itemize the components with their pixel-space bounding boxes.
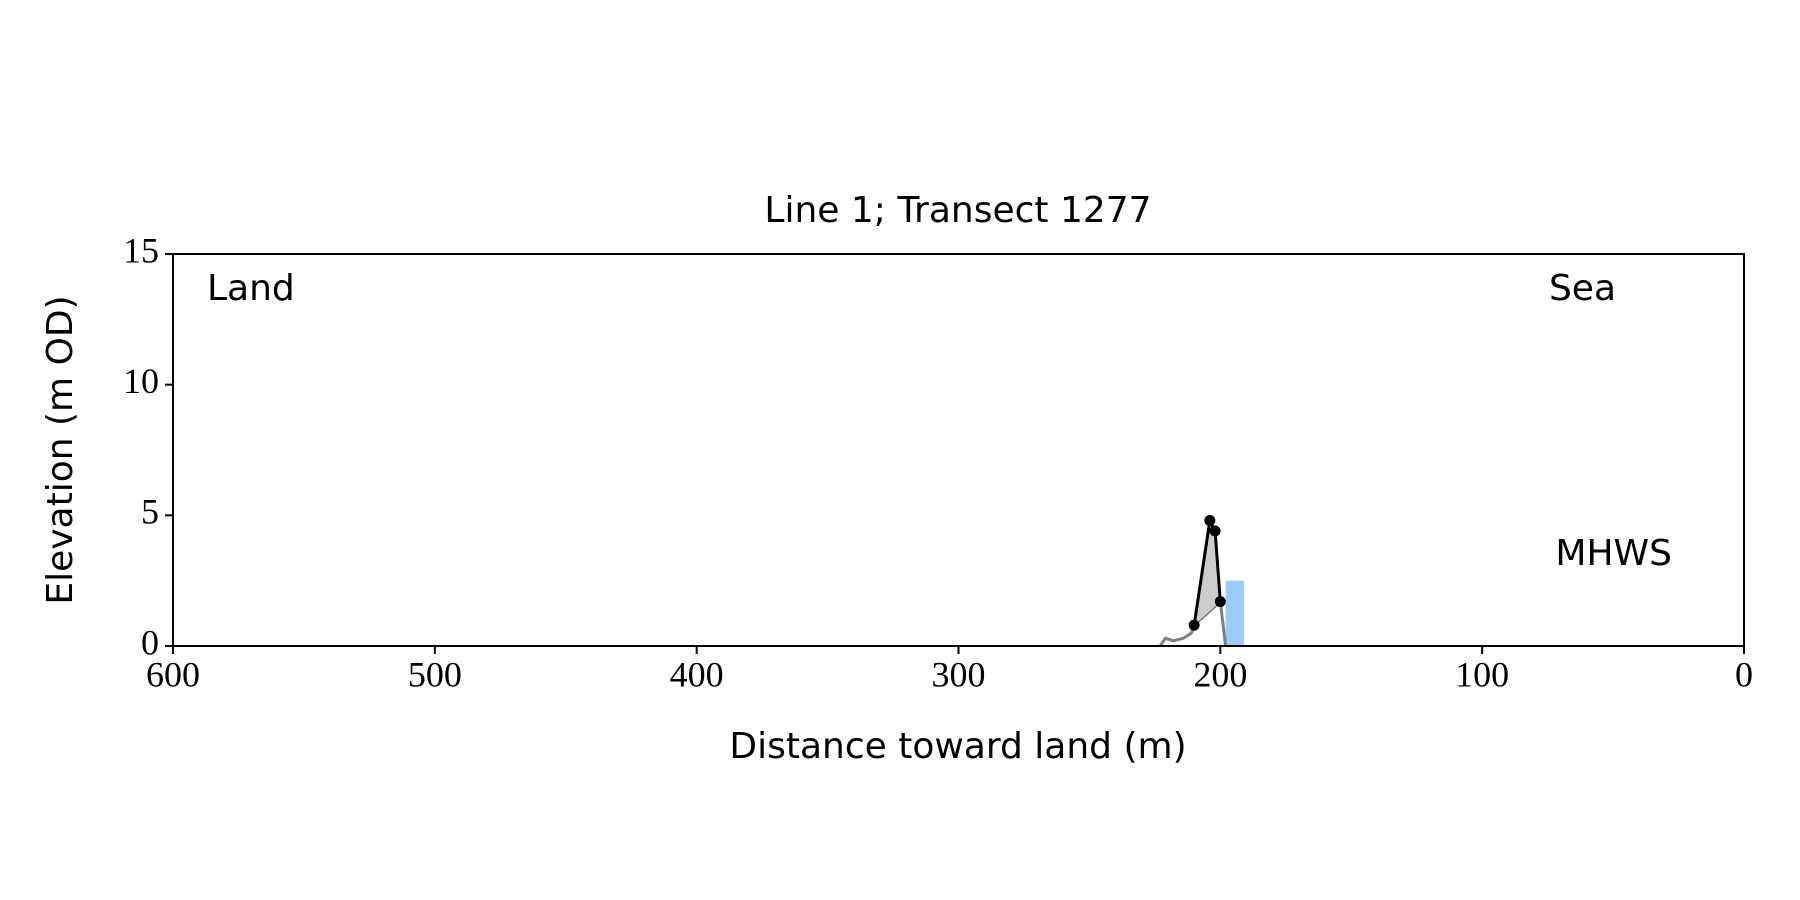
x-tick-label: 300 — [932, 654, 986, 694]
point — [1204, 515, 1216, 527]
y-tick-label: 15 — [123, 230, 159, 270]
x-tick-label: 600 — [146, 654, 200, 694]
y-tick-label: 0 — [141, 622, 159, 662]
chart-title: Line 1; Transect 1277 — [764, 190, 1151, 231]
point — [1214, 596, 1226, 608]
point — [1188, 619, 1200, 631]
x-tick-label: 400 — [670, 654, 724, 694]
x-axis-label: Distance toward land (m) — [729, 726, 1186, 767]
series-line — [1192, 519, 1222, 626]
sea-label: Sea — [1549, 268, 1616, 309]
x-tick-label: 100 — [1455, 654, 1509, 694]
plot-frame — [172, 253, 1745, 647]
x-tick-label: 200 — [1193, 654, 1247, 694]
x-tick-label: 500 — [408, 654, 462, 694]
y-axis-label: Elevation (m OD) — [40, 295, 81, 604]
point — [1209, 525, 1221, 537]
y-tick-label: 10 — [123, 361, 159, 401]
land-label: Land — [207, 268, 295, 309]
x-tick-label: 0 — [1735, 654, 1753, 694]
profile-fill — [1194, 520, 1221, 626]
y-tick-label: 5 — [141, 492, 159, 532]
mhws-label: MHWS — [1555, 533, 1672, 574]
mhws-bar — [1225, 580, 1244, 646]
